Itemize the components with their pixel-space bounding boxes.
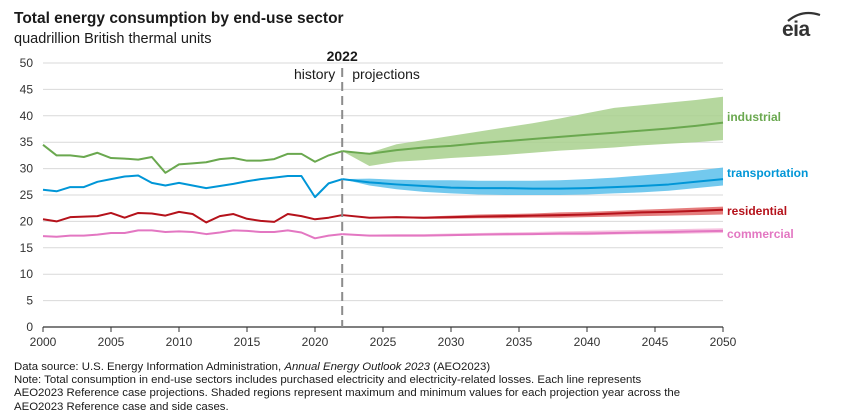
transportation-history-line xyxy=(42,174,343,199)
marker-year-label: 2022 xyxy=(327,48,358,64)
commercial-projection-band xyxy=(342,228,723,237)
note-line-3: AEO2023 Reference case and side cases. xyxy=(14,400,229,413)
residential-projection-band xyxy=(342,206,723,219)
y-tick-label: 15 xyxy=(20,241,34,255)
x-tick-label: 2030 xyxy=(438,335,465,349)
eia-logo-text: eia xyxy=(782,18,810,41)
x-tick-label: 2025 xyxy=(370,335,397,349)
y-tick-label: 0 xyxy=(26,320,33,334)
x-tick-label: 2020 xyxy=(302,335,329,349)
y-tick-label: 10 xyxy=(20,267,34,281)
y-tick-label: 35 xyxy=(20,135,34,149)
residential-series-label: residential xyxy=(727,204,787,218)
transportation-projection-band xyxy=(342,167,723,195)
y-tick-label: 5 xyxy=(26,294,33,308)
series-lines xyxy=(42,121,724,240)
marker-projections-label: projections xyxy=(352,66,420,82)
y-tick-label: 40 xyxy=(20,109,34,123)
year-marker: 2022 history projections xyxy=(294,48,420,327)
commercial-history-line xyxy=(42,229,343,240)
x-tick-label: 2040 xyxy=(574,335,601,349)
transportation-projection-line xyxy=(342,178,724,190)
commercial-series-label: commercial xyxy=(727,227,794,241)
x-tick-label: 2010 xyxy=(166,335,193,349)
y-tick-label: 30 xyxy=(20,162,34,176)
x-tick-label: 2000 xyxy=(30,335,57,349)
chart-subtitle: quadrillion British thermal units xyxy=(14,31,212,47)
chart-title: Total energy consumption by end-use sect… xyxy=(14,10,344,27)
y-tick-label: 45 xyxy=(20,82,34,96)
y-tick-label: 50 xyxy=(20,56,34,70)
x-tick-label: 2050 xyxy=(710,335,737,349)
footnotes: Data source: U.S. Energy Information Adm… xyxy=(14,361,834,414)
y-tick-label: 20 xyxy=(20,214,34,228)
commercial-projection-line xyxy=(342,229,724,237)
industrial-projection-line xyxy=(342,121,724,155)
transportation-series-label: transportation xyxy=(727,166,808,180)
note-line-1: Note: Total consumption in end-use secto… xyxy=(14,374,642,387)
eia-logo: eia xyxy=(780,8,828,42)
source-line: Data source: U.S. Energy Information Adm… xyxy=(14,361,491,373)
industrial-projection-band xyxy=(342,96,723,166)
residential-projection-line xyxy=(342,208,724,219)
source-report-title: Annual Energy Outlook 2023 xyxy=(284,361,430,373)
y-tick-label: 25 xyxy=(20,188,34,202)
x-tick-label: 2015 xyxy=(234,335,261,349)
marker-history-label: history xyxy=(294,66,335,82)
eia-logo-arc-icon xyxy=(787,11,821,22)
x-tick-label: 2035 xyxy=(506,335,533,349)
industrial-history-line xyxy=(42,144,343,174)
x-tick-label: 2005 xyxy=(98,335,125,349)
projection-bands xyxy=(342,96,723,237)
residential-history-line xyxy=(42,210,343,224)
industrial-series-label: industrial xyxy=(727,110,781,124)
x-tick-label: 2045 xyxy=(642,335,669,349)
series-labels: industrial transportation residential comme… xyxy=(727,110,808,241)
note-line-2: AEO2023 Reference case projections. Shad… xyxy=(14,387,681,400)
